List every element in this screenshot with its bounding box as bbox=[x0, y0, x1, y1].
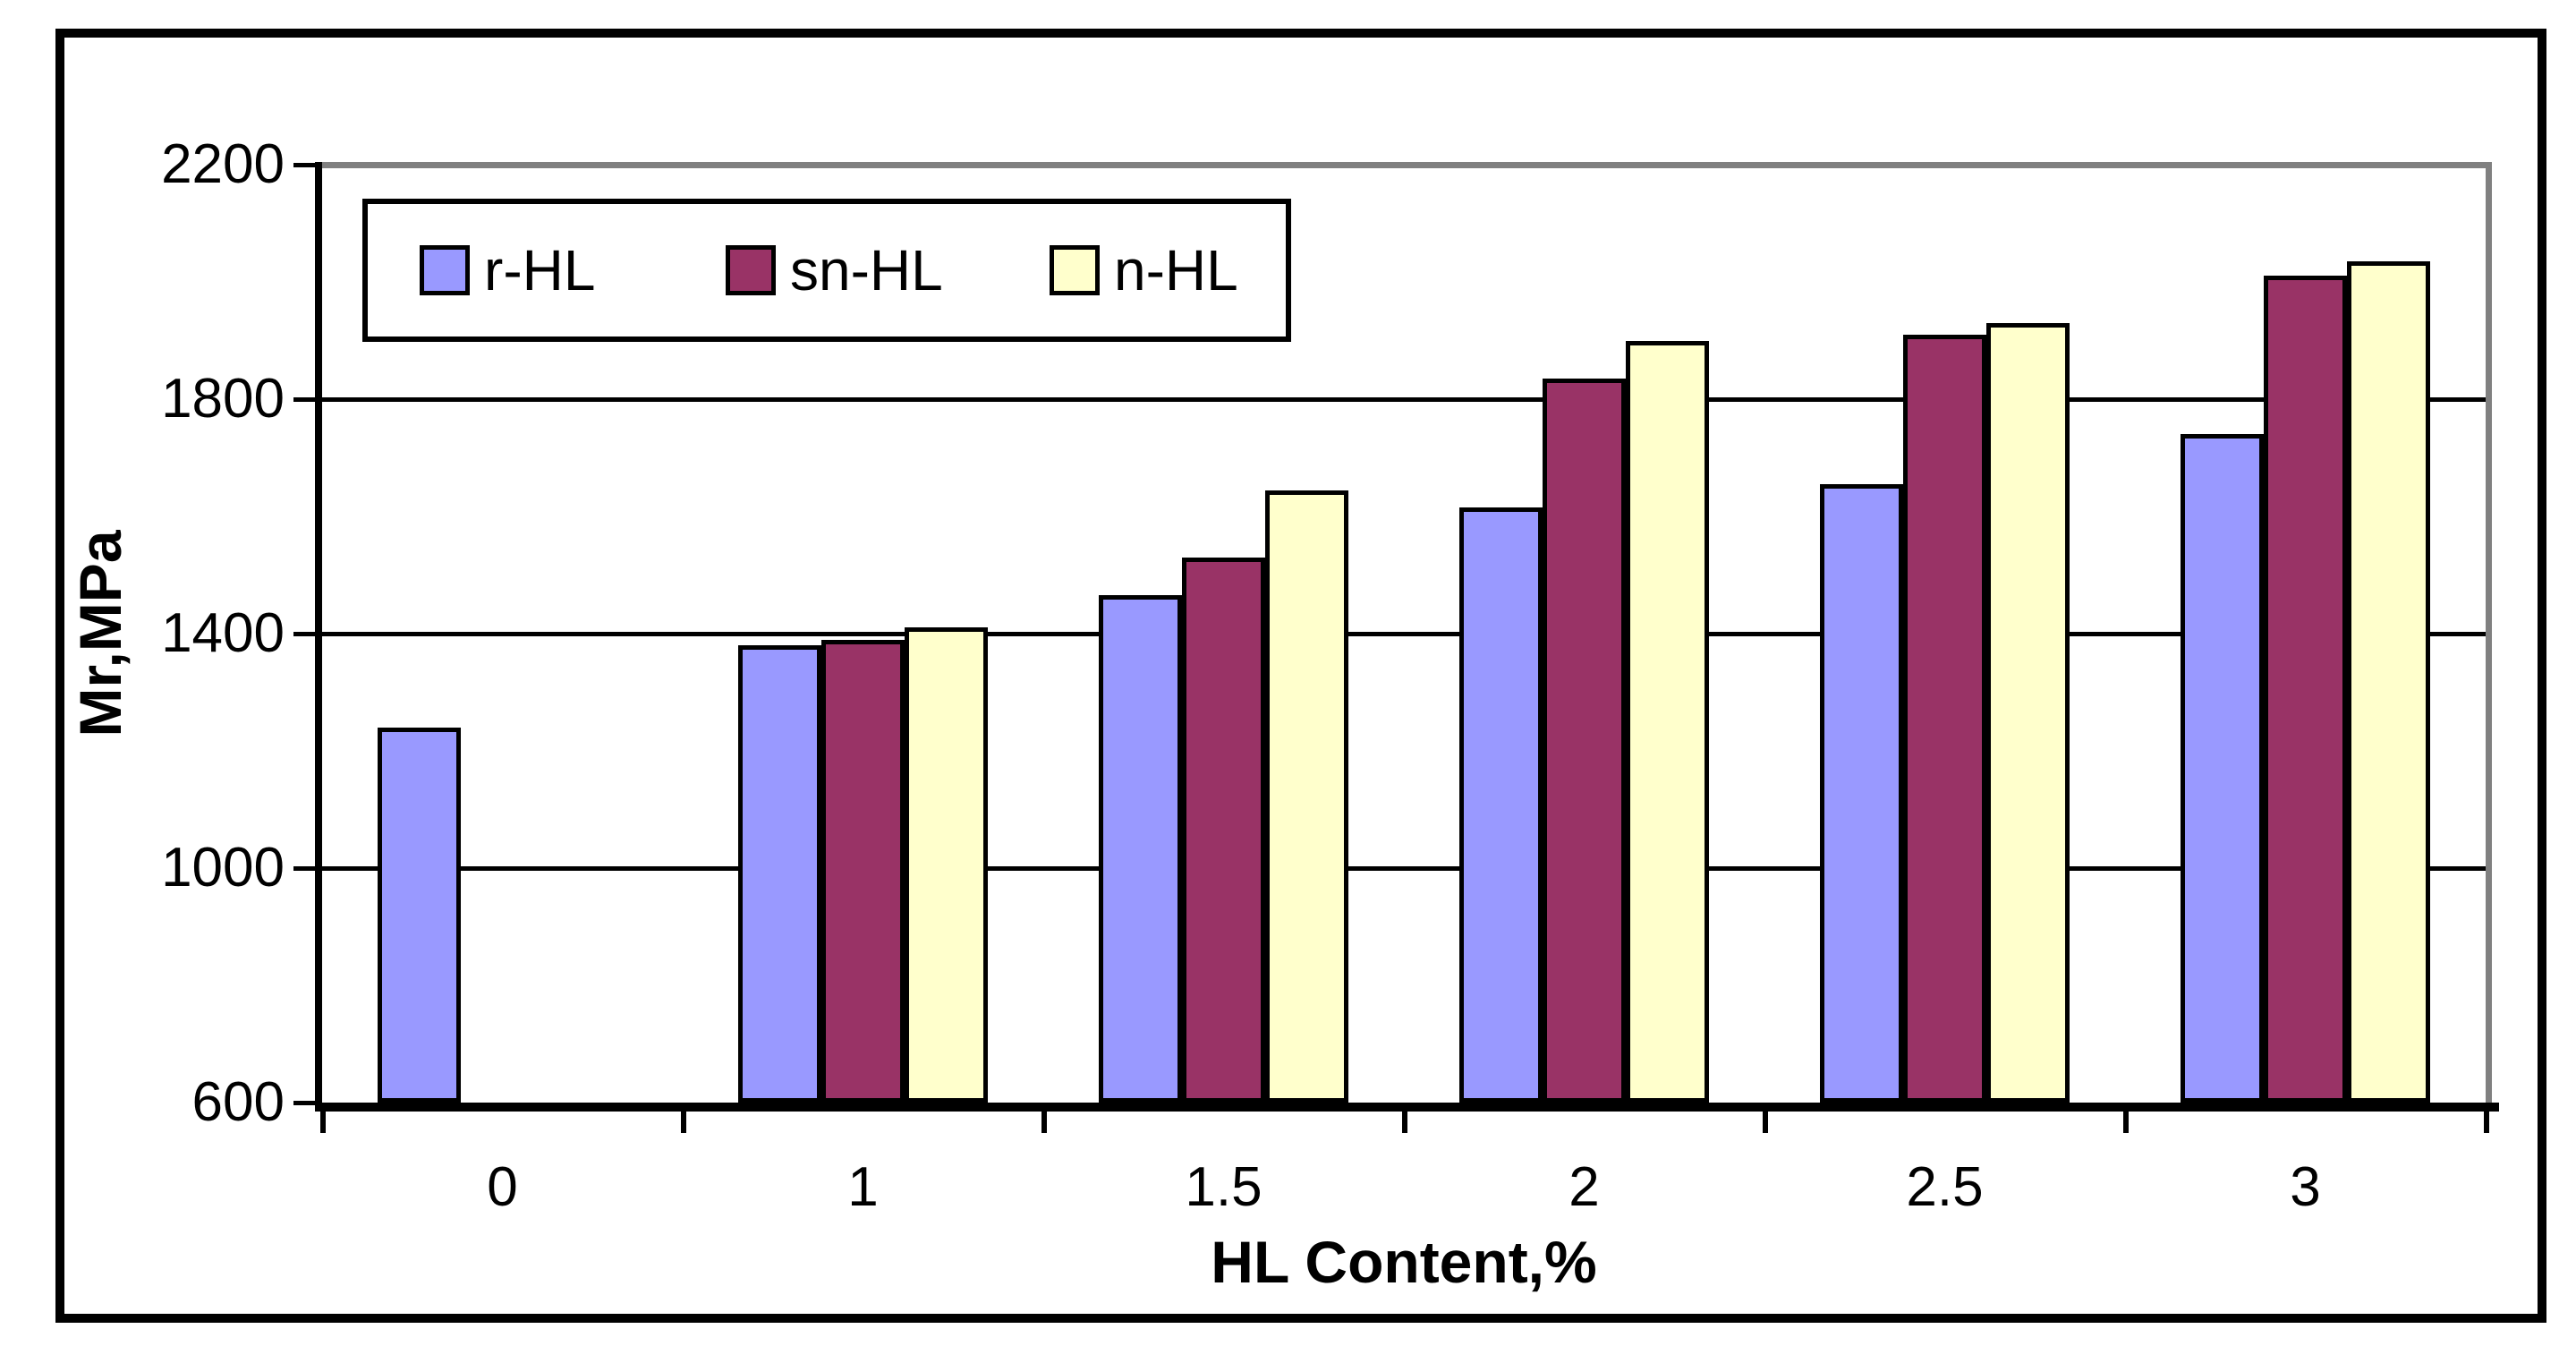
bar-sn-HL-1 bbox=[821, 639, 905, 1103]
y-tick-1800 bbox=[293, 397, 322, 402]
x-tick-label-3: 3 bbox=[2290, 1156, 2321, 1218]
bar-r-HL-1 bbox=[738, 645, 821, 1103]
x-tick-1 bbox=[681, 1112, 686, 1133]
x-axis bbox=[315, 1103, 2499, 1112]
bar-n-HL-1.5 bbox=[1265, 490, 1348, 1103]
legend-swatch-n-HL bbox=[1050, 245, 1100, 295]
x-tick-label-2.5: 2.5 bbox=[1906, 1156, 1984, 1218]
plot-border-right bbox=[2486, 162, 2492, 1103]
x-tick-5 bbox=[2123, 1112, 2129, 1133]
bar-r-HL-1.5 bbox=[1099, 595, 1182, 1103]
x-tick-label-1: 1 bbox=[847, 1156, 879, 1218]
y-tick-2200 bbox=[293, 163, 322, 167]
legend-item-sn-HL: sn-HL bbox=[726, 204, 943, 336]
chart-frame: 600 1000 1400 1800 2200 0 1 1.5 2 2.5 3 Mr,MPa HL … bbox=[55, 29, 2546, 1323]
x-tick-label-1.5: 1.5 bbox=[1185, 1156, 1262, 1218]
legend-label-r-HL: r-HL bbox=[484, 238, 596, 302]
x-tick-0 bbox=[320, 1112, 326, 1133]
y-axis bbox=[315, 162, 322, 1112]
bar-n-HL-3 bbox=[2347, 261, 2430, 1103]
y-gridline-1800 bbox=[322, 397, 2486, 402]
x-axis-title: HL Content,% bbox=[1211, 1229, 1597, 1295]
bar-n-HL-2.5 bbox=[1986, 322, 2070, 1103]
y-tick-label-600: 600 bbox=[191, 1071, 285, 1133]
y-tick-1000 bbox=[293, 866, 322, 871]
bar-n-HL-1 bbox=[905, 627, 988, 1103]
y-tick-label-1800: 1800 bbox=[161, 368, 285, 430]
y-tick-600 bbox=[293, 1101, 322, 1105]
bar-sn-HL-1.5 bbox=[1182, 557, 1265, 1103]
x-tick-3 bbox=[1402, 1112, 1407, 1133]
y-axis-title: Mr,MPa bbox=[67, 530, 133, 737]
bar-n-HL-2 bbox=[1626, 340, 1709, 1103]
legend-item-n-HL: n-HL bbox=[1050, 204, 1238, 336]
bar-r-HL-3 bbox=[2181, 434, 2264, 1103]
bar-sn-HL-3 bbox=[2264, 276, 2347, 1103]
y-gridline-1400 bbox=[322, 632, 2486, 636]
y-tick-label-1000: 1000 bbox=[161, 837, 285, 899]
x-tick-4 bbox=[1763, 1112, 1768, 1133]
bar-r-HL-2.5 bbox=[1820, 483, 1903, 1103]
x-tick-label-0: 0 bbox=[487, 1156, 518, 1218]
legend-label-sn-HL: sn-HL bbox=[790, 238, 943, 302]
x-tick-2 bbox=[1041, 1112, 1047, 1133]
y-gridline-1000 bbox=[322, 866, 2486, 871]
y-tick-1400 bbox=[293, 632, 322, 636]
legend-label-n-HL: n-HL bbox=[1114, 238, 1238, 302]
bar-r-HL-2 bbox=[1459, 507, 1543, 1103]
plot-border-top bbox=[322, 162, 2492, 168]
legend-item-r-HL: r-HL bbox=[420, 204, 595, 336]
bar-r-HL-0 bbox=[378, 727, 461, 1103]
legend-swatch-sn-HL bbox=[726, 245, 776, 295]
y-tick-label-2200: 2200 bbox=[161, 133, 285, 195]
y-tick-label-1400: 1400 bbox=[161, 602, 285, 664]
bar-sn-HL-2 bbox=[1543, 379, 1626, 1103]
legend-swatch-r-HL bbox=[420, 245, 470, 295]
legend: r-HL sn-HL n-HL bbox=[362, 199, 1291, 342]
x-tick-label-2: 2 bbox=[1569, 1156, 1600, 1218]
bar-sn-HL-2.5 bbox=[1903, 334, 1986, 1103]
x-tick-6 bbox=[2484, 1112, 2489, 1133]
